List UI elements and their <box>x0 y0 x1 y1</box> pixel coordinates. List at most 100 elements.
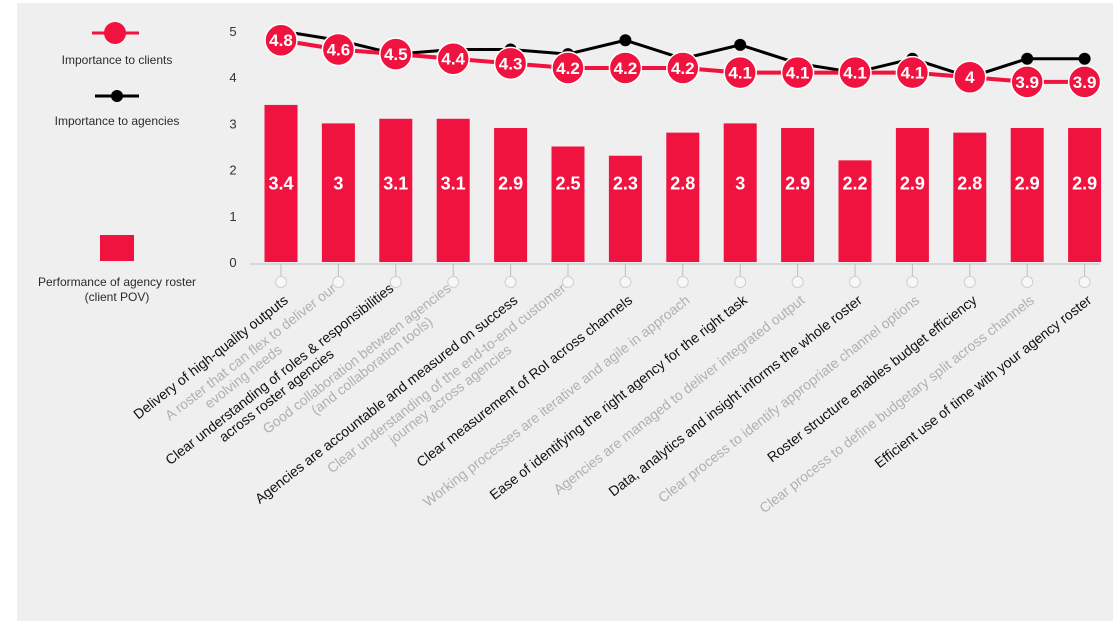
bar <box>436 118 470 262</box>
bar-value-label: 2.8 <box>670 173 695 193</box>
bar <box>1010 128 1044 262</box>
x-tick-marker <box>332 276 345 288</box>
x-axis <box>250 263 1100 288</box>
bar-value-label: 3 <box>735 173 745 193</box>
legend-performance-sublabel: (client POV) <box>85 290 150 304</box>
x-tick-marker <box>676 276 689 288</box>
bar-value-label: 2.9 <box>900 173 925 193</box>
clients-value-label: 4 <box>965 68 975 87</box>
bar <box>379 118 413 262</box>
bar <box>551 146 585 262</box>
clients-marker <box>608 51 643 85</box>
bar-value-label: 2.9 <box>785 173 810 193</box>
clients-value-label: 4.2 <box>671 59 695 78</box>
bar <box>608 155 642 262</box>
clients-marker <box>321 32 356 67</box>
clients-value-label: 4.8 <box>269 31 293 50</box>
clients-value-label: 4.3 <box>499 54 523 73</box>
bar-value-label: 3.4 <box>268 173 293 193</box>
legend-clients-label: Importance to clients <box>62 53 173 67</box>
bar-value-label: 2.9 <box>1072 173 1097 193</box>
bar-value-label: 2.8 <box>957 173 982 193</box>
clients-marker <box>895 55 930 90</box>
agencies-marker <box>619 34 632 47</box>
bar-value-label: 3.1 <box>441 173 466 193</box>
y-tick-label: 1 <box>229 209 236 224</box>
clients-marker <box>838 55 872 90</box>
clients-marker <box>723 55 757 90</box>
bar-value-label: 2.2 <box>842 173 867 193</box>
x-tick-marker <box>619 276 632 288</box>
clients-value-label: 4.2 <box>556 59 580 78</box>
y-tick-label: 5 <box>229 24 236 39</box>
legend-agencies-label: Importance to agencies <box>55 114 180 128</box>
bar-value-label: 3.1 <box>383 173 408 193</box>
bar <box>895 128 929 262</box>
clients-marker <box>1010 65 1044 99</box>
bar-series <box>264 104 1102 263</box>
clients-value-label: 3.9 <box>1015 73 1039 92</box>
clients-marker <box>666 51 700 85</box>
bar <box>838 160 872 262</box>
bar <box>666 132 700 262</box>
agencies-marker <box>1078 52 1091 65</box>
legend-item-clients: Importance to clients <box>62 22 173 67</box>
clients-value-label: 4.2 <box>614 59 638 78</box>
legend-item-performance: Performance of agency roster (client POV… <box>38 235 196 304</box>
clients-marker <box>264 23 298 57</box>
clients-marker <box>953 60 987 94</box>
bar-value-label: 3 <box>333 173 343 193</box>
x-tick-marker <box>791 276 804 288</box>
x-tick-marker <box>906 276 919 288</box>
x-tick-marker <box>1021 276 1034 288</box>
bar <box>723 123 757 263</box>
legend-clients-marker <box>104 22 126 44</box>
bar <box>1068 128 1102 262</box>
x-tick-marker <box>1078 276 1091 288</box>
bar-value-label: 2.5 <box>555 173 580 193</box>
y-tick-label: 4 <box>229 70 236 85</box>
clients-value-label: 4.6 <box>327 40 351 59</box>
y-tick-label: 2 <box>229 163 236 178</box>
clients-value-label: 4.1 <box>843 64 867 83</box>
clients-marker <box>1067 65 1102 99</box>
clients-value-label: 4.1 <box>786 64 810 83</box>
x-tick-marker <box>275 276 287 288</box>
x-tick-marker <box>562 276 574 288</box>
x-tick-marker <box>849 276 861 288</box>
x-tick-marker <box>389 276 402 288</box>
clients-value-label: 4.1 <box>901 64 925 83</box>
bar <box>781 128 815 262</box>
clients-marker <box>436 41 470 76</box>
x-tick-marker <box>963 276 976 288</box>
clients-marker <box>780 55 815 90</box>
clients-value-label: 3.9 <box>1073 73 1097 92</box>
bar-value-label: 2.3 <box>613 173 638 193</box>
bar <box>321 123 355 263</box>
legend-agencies-marker <box>111 90 123 102</box>
bar <box>494 128 528 262</box>
legend-item-agencies: Importance to agencies <box>55 90 180 128</box>
agencies-marker <box>734 38 747 51</box>
y-axis: 0 1 2 3 4 5 <box>229 24 236 270</box>
bar <box>953 132 987 262</box>
y-tick-label: 3 <box>229 116 236 131</box>
clients-marker <box>379 37 413 71</box>
y-tick-label: 0 <box>229 255 236 270</box>
legend-performance-label: Performance of agency roster <box>38 275 196 289</box>
clients-value-label: 4.5 <box>384 45 408 64</box>
chart-background <box>17 3 1113 621</box>
clients-marker <box>493 46 528 81</box>
x-tick-marker <box>734 276 747 288</box>
legend: Importance to clients Importance to agen… <box>38 22 196 304</box>
x-tick-marker <box>447 276 460 288</box>
agencies-marker <box>1021 52 1034 65</box>
line-markers: 4.8 4.6 4.5 4.4 4.3 4.2 4.2 4.2 4.1 4.1 4.1 4.1 4 3.9… <box>264 23 1102 99</box>
clients-marker <box>551 51 585 85</box>
x-tick-marker <box>504 276 517 288</box>
clients-value-label: 4.4 <box>441 50 465 69</box>
bar-value-labels: 3.4 3 3.1 3.1 2.9 2.5 2.3 2.8 3 2.9 2.2 2.9 2.8 2.9 2.… <box>268 173 1097 193</box>
legend-performance-swatch <box>100 235 134 261</box>
